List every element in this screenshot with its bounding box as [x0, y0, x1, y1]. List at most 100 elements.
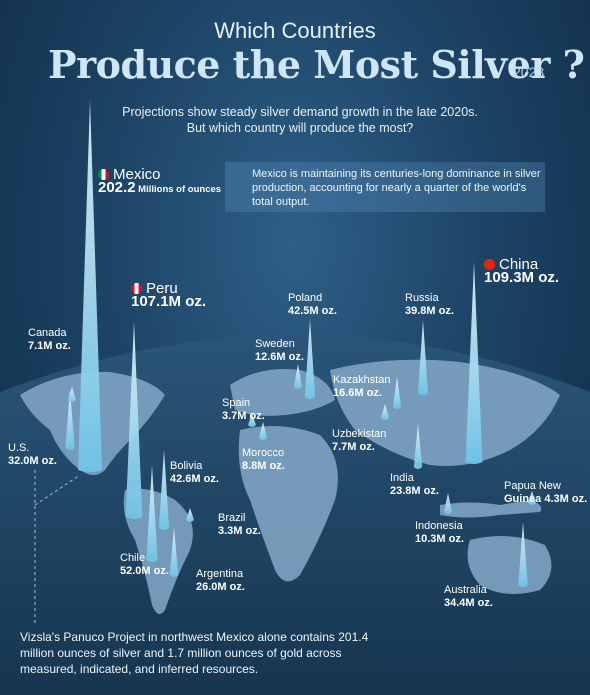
country-name: Mexico: [98, 166, 221, 183]
country-name: Russia: [405, 292, 454, 305]
country-value: Guinea 4.3M oz.: [504, 493, 588, 505]
country-name: Morocco: [242, 447, 285, 460]
country-name: Chile: [120, 552, 169, 565]
spike-russia: [418, 320, 428, 395]
spike-india: [413, 423, 423, 469]
country-value: 3.7M oz.: [222, 410, 265, 422]
label-australia: Australia 34.4M oz.: [444, 584, 493, 610]
spike-uzbekistan: [381, 403, 389, 420]
country-name-text: Chile: [120, 552, 146, 564]
label-bolivia: Bolivia 42.6M oz.: [170, 460, 219, 486]
spike-canada: [68, 387, 76, 402]
country-name-text: Poland: [288, 292, 323, 304]
country-name: Argentina: [196, 568, 245, 581]
label-u-s-: U.S. 32.0M oz.: [8, 442, 57, 468]
country-value: 42.5M oz.: [288, 305, 337, 317]
label-mexico: Mexico 202.2 Millions of ounces: [98, 166, 222, 196]
country-name-text: China: [499, 256, 539, 273]
country-name: China: [484, 256, 559, 273]
spike-papua-new-guinea: [528, 491, 536, 505]
year-label: 2023: [513, 64, 545, 80]
label-morocco: Morocco 8.8M oz.: [242, 447, 285, 473]
country-value: 26.0M oz.: [196, 581, 245, 593]
callout-text: Mexico is maintaining its centuries-long…: [252, 168, 541, 208]
flag-icon: [131, 283, 142, 294]
country-name: India: [390, 472, 439, 485]
country-value: 12.6M oz.: [255, 351, 304, 363]
spike-argentina: [169, 527, 179, 577]
label-uzbekistan: Uzbekistan 7.7M oz.: [332, 428, 386, 454]
country-name-text: India: [390, 472, 414, 484]
country-value: 202.2 Millions of ounces: [98, 179, 222, 196]
country-value: 16.6M oz.: [333, 387, 382, 399]
flag-icon: [98, 169, 109, 180]
country-name-text: Morocco: [242, 447, 285, 459]
label-peru: Peru 107.1M oz.: [131, 280, 207, 310]
country-value: 3.3M oz.: [218, 525, 261, 537]
country-value: 107.1M oz.: [131, 293, 207, 310]
spike-kazakhstan: [393, 376, 401, 409]
country-name: Sweden: [255, 338, 304, 351]
country-name-text: Uzbekistan: [332, 428, 387, 440]
spike-morocco: [259, 421, 267, 440]
spike-chile: [146, 464, 158, 562]
country-name-text: Bolivia: [170, 460, 203, 472]
flag-icon: [484, 259, 495, 270]
spike-china: [465, 261, 483, 464]
country-name: Papua New: [504, 480, 587, 493]
country-name-text: Australia: [444, 584, 487, 596]
spike-mexico: [78, 100, 102, 472]
country-value: 23.8M oz.: [390, 485, 439, 497]
country-name-text: Kazakhstan: [333, 374, 391, 386]
country-value: 7.1M oz.: [28, 340, 71, 352]
country-name: Kazakhstan: [333, 374, 390, 387]
label-india: India 23.8M oz.: [390, 472, 439, 498]
callout-box: [225, 162, 545, 212]
country-name: U.S.: [8, 442, 57, 455]
label-papua-new-guinea: Papua New Guinea 4.3M oz.: [504, 480, 587, 506]
label-argentina: Argentina 26.0M oz.: [196, 568, 245, 594]
spike-brazil: [186, 508, 194, 522]
country-name: Bolivia: [170, 460, 219, 473]
country-name: Canada: [28, 327, 71, 340]
country-name: Australia: [444, 584, 493, 597]
title-top: Which Countries: [214, 18, 376, 43]
label-spain: Spain 3.7M oz.: [222, 397, 265, 423]
label-indonesia: Indonesia 10.3M oz.: [415, 520, 464, 546]
country-name: Indonesia: [415, 520, 464, 533]
country-name: Spain: [222, 397, 265, 410]
spike-poland: [304, 319, 316, 399]
label-canada: Canada 7.1M oz.: [28, 327, 71, 353]
label-brazil: Brazil 3.3M oz.: [218, 512, 261, 538]
country-value: 42.6M oz.: [170, 473, 219, 485]
spike-peru: [125, 321, 143, 519]
country-value: 109.3M oz.: [484, 269, 560, 286]
unit-label: Millions of ounces: [135, 184, 222, 195]
country-value: 32.0M oz.: [8, 455, 57, 467]
country-name-text: Indonesia: [415, 520, 463, 532]
intro-text: Projections show steady silver demand gr…: [122, 105, 478, 135]
country-name-text: Russia: [405, 292, 439, 304]
label-kazakhstan: Kazakhstan 16.6M oz.: [333, 374, 390, 400]
country-value: 34.4M oz.: [444, 597, 493, 609]
country-name-text: Peru: [146, 280, 178, 297]
country-name-text: Mexico: [113, 166, 161, 183]
country-name: Brazil: [218, 512, 261, 525]
label-chile: Chile 52.0M oz.: [120, 552, 169, 578]
country-name-text: Sweden: [255, 338, 295, 350]
country-name-text: Argentina: [196, 568, 244, 580]
label-china: China 109.3M oz.: [484, 256, 560, 286]
footer-note: Vizsla's Panuco Project in northwest Mex…: [20, 630, 369, 676]
label-poland: Poland 42.5M oz.: [288, 292, 337, 318]
country-name: Poland: [288, 292, 337, 305]
spike-u-s-: [65, 389, 75, 450]
country-name-text: Spain: [222, 397, 251, 409]
spike-sweden: [294, 363, 302, 389]
country-name-text: Canada: [28, 327, 67, 339]
country-value: 10.3M oz.: [415, 533, 464, 545]
spike-australia: [518, 522, 528, 587]
country-name-text: Papua New: [504, 480, 561, 492]
page-title: Produce the Most Silver ?: [48, 42, 585, 87]
country-name-text: U.S.: [8, 442, 30, 454]
